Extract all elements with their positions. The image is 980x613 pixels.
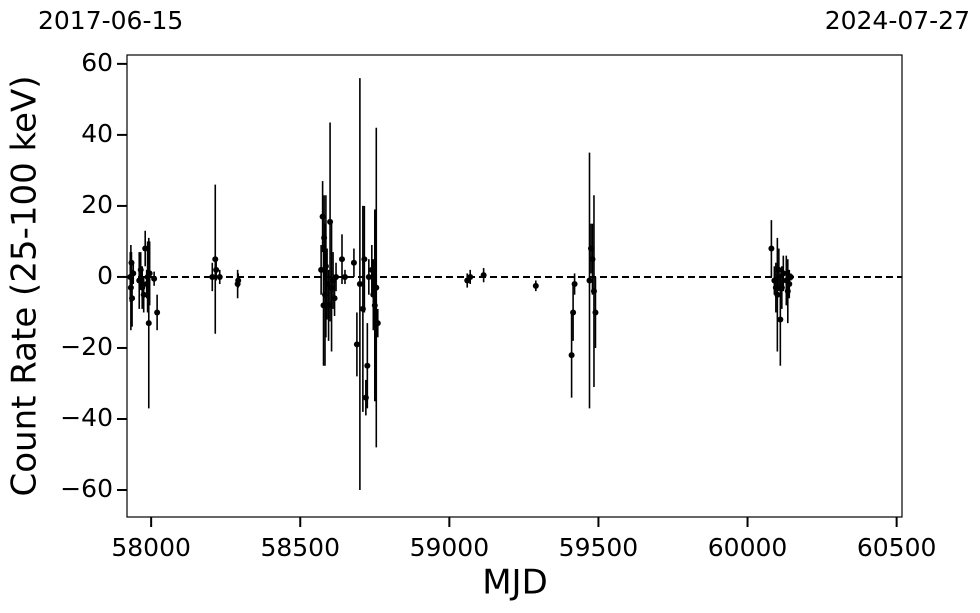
data-point xyxy=(586,277,593,284)
data-point xyxy=(338,256,345,263)
data-point xyxy=(154,309,161,316)
data-point xyxy=(331,295,338,302)
y-tick-label: −60 xyxy=(60,474,113,503)
data-point xyxy=(480,272,487,279)
y-tick-label: 0 xyxy=(97,261,113,290)
data-point xyxy=(571,281,578,288)
data-point xyxy=(364,362,371,369)
data-point xyxy=(356,281,363,288)
start-date: 2017-06-15 xyxy=(38,6,183,35)
data-point xyxy=(322,263,329,270)
plot-frame xyxy=(126,54,903,518)
data-point xyxy=(235,277,242,284)
data-point xyxy=(353,341,360,348)
x-tick-label: 59000 xyxy=(410,533,490,562)
data-point xyxy=(787,273,794,280)
y-tick-label: 60 xyxy=(81,48,113,77)
data-point xyxy=(780,270,787,277)
y-tick-label: −40 xyxy=(60,403,113,432)
data-point xyxy=(568,352,575,359)
data-point xyxy=(212,256,219,263)
y-tick-label: 20 xyxy=(81,190,113,219)
data-point xyxy=(361,256,368,263)
x-axis-label: MJD xyxy=(482,563,548,603)
data-point xyxy=(209,273,216,280)
data-point xyxy=(350,259,357,266)
data-point xyxy=(774,291,781,298)
data-point xyxy=(327,218,334,225)
data-point xyxy=(129,295,136,302)
data-point xyxy=(142,245,149,252)
data-point xyxy=(570,309,577,316)
data-point xyxy=(768,245,775,252)
data-point xyxy=(140,291,147,298)
y-axis-label: Count Rate (25-100 keV) xyxy=(5,76,45,497)
x-tick-label: 59500 xyxy=(559,533,639,562)
data-point xyxy=(130,270,137,277)
x-tick-label: 58500 xyxy=(260,533,340,562)
x-tick-label: 58000 xyxy=(111,533,191,562)
data-point xyxy=(341,273,348,280)
y-tick-label: 40 xyxy=(81,119,113,148)
data-point xyxy=(777,316,784,323)
data-point xyxy=(786,281,793,288)
data-point xyxy=(373,284,380,291)
data-point xyxy=(775,266,782,273)
data-point xyxy=(365,273,372,280)
end-date: 2024-07-27 xyxy=(825,6,970,35)
y-tick-label: −20 xyxy=(60,332,113,361)
data-point xyxy=(145,320,152,327)
data-point xyxy=(318,266,325,273)
x-tick-label: 60000 xyxy=(708,533,788,562)
data-point xyxy=(374,320,381,327)
data-point xyxy=(216,273,223,280)
data-point xyxy=(146,270,153,277)
data-point xyxy=(592,309,599,316)
data-point xyxy=(467,273,474,280)
data-point xyxy=(213,266,220,273)
x-tick-label: 60500 xyxy=(857,533,937,562)
data-point xyxy=(127,284,134,291)
data-point xyxy=(532,282,539,289)
data-point xyxy=(151,275,158,282)
data-point xyxy=(333,273,340,280)
